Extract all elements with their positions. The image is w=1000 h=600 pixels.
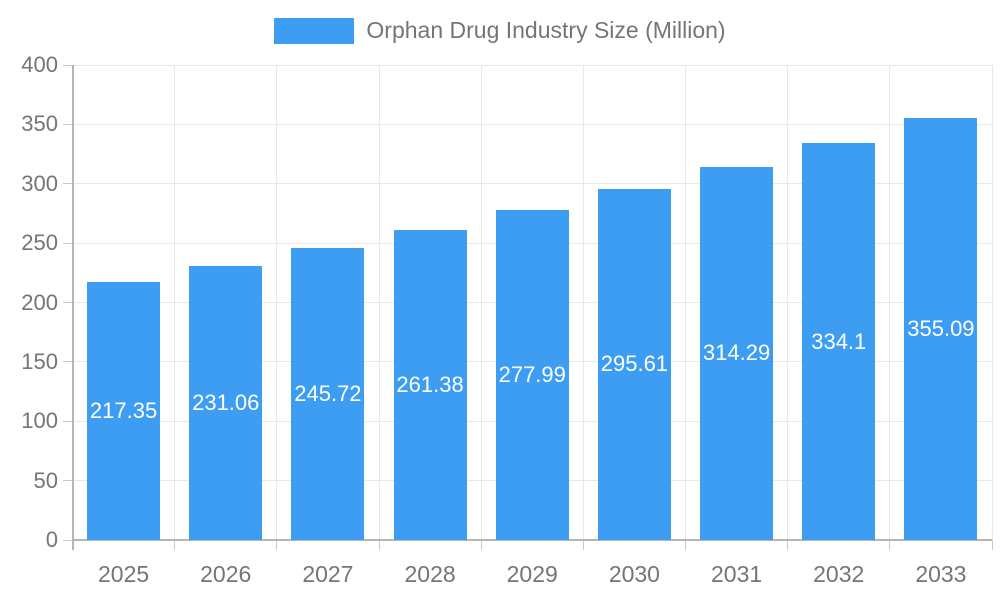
y-axis-tick-label: 0 bbox=[45, 527, 58, 552]
bar-value-label: 231.06 bbox=[192, 389, 260, 415]
x-axis-tick-label: 2030 bbox=[608, 561, 660, 587]
y-tick-mark bbox=[62, 480, 73, 482]
v-gridline bbox=[480, 65, 482, 540]
legend-label: Orphan Drug Industry Size (Million) bbox=[366, 17, 726, 43]
h-gridline bbox=[72, 123, 992, 125]
x-axis-tick-label: 2028 bbox=[404, 561, 456, 587]
bar-value-label: 355.09 bbox=[907, 316, 975, 342]
y-axis-tick-label: 150 bbox=[21, 348, 58, 374]
bar-value-label: 334.1 bbox=[811, 328, 867, 354]
bar-2032[interactable]: 334.1 bbox=[802, 143, 876, 540]
bar-2027[interactable]: 245.72 bbox=[291, 248, 365, 540]
bar-2025[interactable]: 217.35 bbox=[87, 281, 161, 540]
y-axis-tick-label: 250 bbox=[21, 230, 58, 256]
y-axis-tick-label: 300 bbox=[21, 170, 58, 196]
x-axis-tick-label: 2033 bbox=[915, 561, 967, 587]
bar-2031[interactable]: 314.29 bbox=[700, 166, 774, 540]
x-axis-tick-label: 2025 bbox=[97, 561, 150, 587]
v-gridline bbox=[174, 65, 176, 540]
x-tick-mark bbox=[276, 540, 278, 550]
y-axis-line bbox=[71, 65, 74, 550]
x-axis-tick-label: 2031 bbox=[710, 561, 763, 587]
x-tick-mark bbox=[480, 540, 482, 550]
x-axis-tick-label: 2029 bbox=[506, 561, 558, 587]
x-axis-tick-label: 2027 bbox=[302, 561, 354, 587]
y-tick-mark bbox=[62, 183, 73, 185]
bar-value-label: 314.29 bbox=[702, 340, 771, 366]
v-gridline bbox=[276, 65, 278, 540]
x-axis-tick-label: 2026 bbox=[200, 561, 252, 587]
bar-value-label: 217.35 bbox=[89, 397, 158, 423]
bar-2030[interactable]: 295.61 bbox=[597, 188, 671, 540]
x-tick-mark bbox=[889, 540, 891, 550]
legend-swatch bbox=[274, 17, 355, 44]
y-axis-tick-label: 400 bbox=[21, 52, 58, 77]
bar-2026[interactable]: 231.06 bbox=[189, 265, 263, 540]
bar-2033[interactable]: 355.09 bbox=[904, 118, 978, 540]
x-tick-mark bbox=[685, 540, 686, 550]
y-axis-tick-label: 350 bbox=[21, 111, 58, 137]
bar-value-label: 245.72 bbox=[294, 381, 362, 407]
y-axis-tick-label: 200 bbox=[21, 289, 58, 315]
x-axis-line bbox=[71, 539, 992, 541]
v-gridline bbox=[889, 65, 891, 540]
h-gridline bbox=[72, 64, 992, 66]
y-tick-mark bbox=[62, 539, 73, 541]
y-tick-mark bbox=[62, 64, 73, 66]
x-tick-mark bbox=[582, 540, 584, 550]
x-tick-mark bbox=[174, 540, 176, 550]
y-axis-tick-label: 50 bbox=[33, 467, 58, 493]
h-gridline bbox=[72, 183, 992, 185]
y-tick-mark bbox=[62, 361, 73, 363]
v-gridline bbox=[787, 65, 789, 540]
y-tick-mark bbox=[62, 302, 73, 303]
x-tick-mark bbox=[378, 540, 380, 550]
bar-value-label: 295.61 bbox=[600, 351, 669, 377]
y-tick-mark bbox=[62, 242, 73, 244]
y-tick-mark bbox=[62, 420, 73, 422]
x-tick-mark bbox=[787, 540, 789, 550]
y-axis-tick-label: 100 bbox=[21, 408, 58, 434]
bar-value-label: 261.38 bbox=[396, 371, 464, 397]
x-axis-tick-label: 2032 bbox=[813, 561, 865, 587]
bar-2028[interactable]: 261.38 bbox=[393, 229, 467, 540]
bar-value-label: 277.99 bbox=[498, 361, 566, 387]
v-gridline bbox=[378, 65, 380, 540]
chart-legend[interactable]: Orphan Drug Industry Size (Million) bbox=[0, 17, 1000, 44]
bar-2029[interactable]: 277.99 bbox=[495, 209, 569, 540]
y-tick-mark bbox=[62, 123, 73, 125]
v-gridline bbox=[991, 65, 993, 540]
x-tick-mark bbox=[991, 540, 993, 550]
v-gridline bbox=[685, 65, 686, 540]
v-gridline bbox=[582, 65, 584, 540]
